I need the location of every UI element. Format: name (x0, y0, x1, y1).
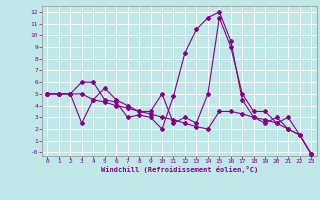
X-axis label: Windchill (Refroidissement éolien,°C): Windchill (Refroidissement éolien,°C) (100, 166, 258, 173)
